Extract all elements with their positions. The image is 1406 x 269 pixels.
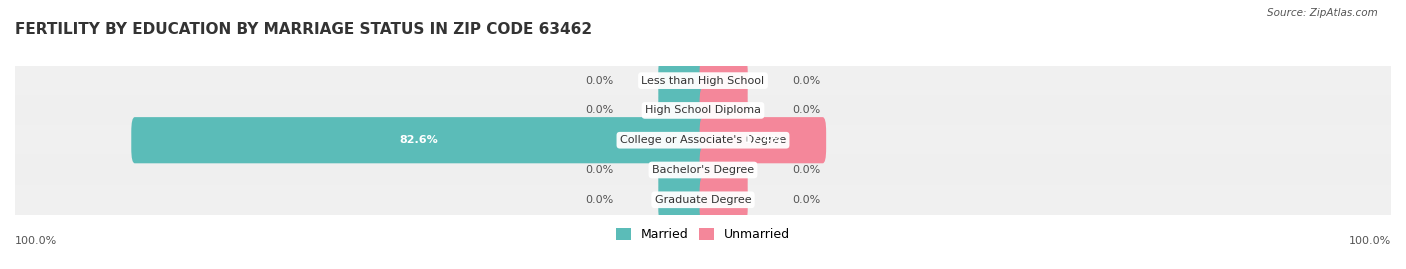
- FancyBboxPatch shape: [658, 87, 706, 133]
- Text: 82.6%: 82.6%: [399, 135, 439, 145]
- Text: 0.0%: 0.0%: [585, 195, 613, 205]
- Text: 0.0%: 0.0%: [585, 165, 613, 175]
- Text: College or Associate's Degree: College or Associate's Degree: [620, 135, 786, 145]
- Text: High School Diploma: High School Diploma: [645, 105, 761, 115]
- Text: Source: ZipAtlas.com: Source: ZipAtlas.com: [1267, 8, 1378, 18]
- Text: 17.4%: 17.4%: [744, 135, 782, 145]
- FancyBboxPatch shape: [700, 58, 748, 104]
- FancyBboxPatch shape: [658, 147, 706, 193]
- Text: 100.0%: 100.0%: [15, 236, 58, 246]
- FancyBboxPatch shape: [15, 155, 1391, 185]
- Text: 0.0%: 0.0%: [585, 105, 613, 115]
- FancyBboxPatch shape: [15, 185, 1391, 215]
- FancyBboxPatch shape: [15, 125, 1391, 155]
- FancyBboxPatch shape: [15, 95, 1391, 126]
- Text: Graduate Degree: Graduate Degree: [655, 195, 751, 205]
- FancyBboxPatch shape: [658, 58, 706, 104]
- FancyBboxPatch shape: [700, 147, 748, 193]
- FancyBboxPatch shape: [15, 65, 1391, 96]
- Text: FERTILITY BY EDUCATION BY MARRIAGE STATUS IN ZIP CODE 63462: FERTILITY BY EDUCATION BY MARRIAGE STATU…: [15, 22, 592, 37]
- Text: 0.0%: 0.0%: [793, 165, 821, 175]
- Text: 0.0%: 0.0%: [793, 195, 821, 205]
- Text: 0.0%: 0.0%: [793, 105, 821, 115]
- FancyBboxPatch shape: [658, 177, 706, 223]
- FancyBboxPatch shape: [700, 117, 827, 163]
- FancyBboxPatch shape: [700, 177, 748, 223]
- FancyBboxPatch shape: [700, 87, 748, 133]
- Text: Bachelor's Degree: Bachelor's Degree: [652, 165, 754, 175]
- Text: 0.0%: 0.0%: [793, 76, 821, 86]
- Text: Less than High School: Less than High School: [641, 76, 765, 86]
- Text: 0.0%: 0.0%: [585, 76, 613, 86]
- Text: 100.0%: 100.0%: [1348, 236, 1391, 246]
- Legend: Married, Unmarried: Married, Unmarried: [616, 228, 790, 241]
- FancyBboxPatch shape: [131, 117, 706, 163]
